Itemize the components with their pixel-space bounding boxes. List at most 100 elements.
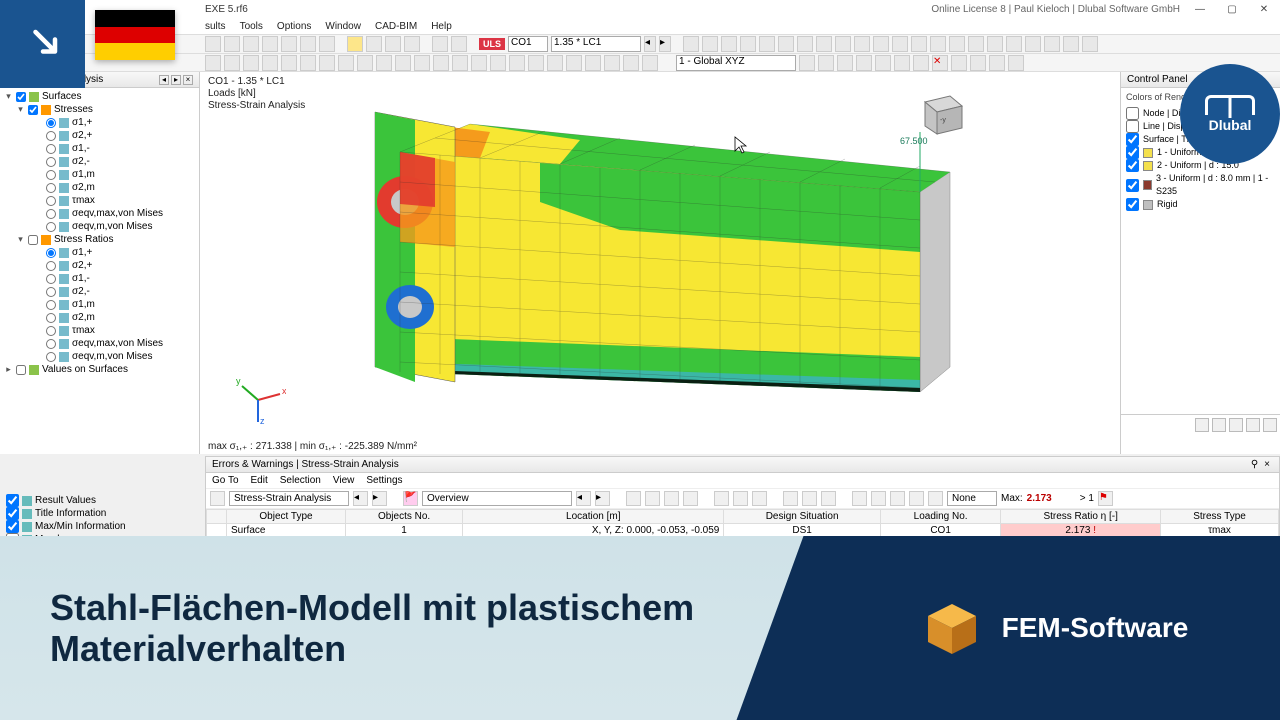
col-location[interactable]: Location [m] [463,510,724,524]
etb-icon[interactable] [664,491,679,506]
errors-menu-edit[interactable]: Edit [251,475,268,486]
tb-icon[interactable] [376,55,392,71]
etb-prev2-icon[interactable]: ◂ [576,491,591,506]
etb-icon[interactable] [852,491,867,506]
tb-icon[interactable] [778,36,794,52]
tb-icon[interactable] [968,36,984,52]
errors-gt-filter[interactable]: > 1 [1080,493,1094,504]
nav-cube-icon[interactable]: -y [910,82,970,142]
tb-icon[interactable] [338,55,354,71]
tb-icon[interactable] [300,36,316,52]
tree-stress-item[interactable]: σ2,- [4,155,195,168]
errors-menu-selection[interactable]: Selection [280,475,321,486]
tb-icon[interactable] [1025,36,1041,52]
tb-icon[interactable] [585,55,601,71]
errors-menu-view[interactable]: View [333,475,355,486]
col-ratio[interactable]: Stress Ratio η [-] [1001,510,1161,524]
tb-icon[interactable] [471,55,487,71]
errors-close-icon[interactable]: × [1261,459,1273,470]
etb-icon[interactable] [909,491,924,506]
radio-stress[interactable] [46,196,56,206]
tb-icon[interactable] [799,55,815,71]
tree-stress-item[interactable]: τmax [4,324,195,337]
tb-icon[interactable] [262,55,278,71]
radio-stress[interactable] [46,209,56,219]
tb-icon[interactable] [357,55,373,71]
tree-stress-ratios[interactable]: Stress Ratios [54,233,113,246]
cp-tb-icon[interactable] [1212,418,1226,432]
tb-icon[interactable] [1044,36,1060,52]
etb-next2-icon[interactable]: ▸ [595,491,610,506]
radio-stress[interactable] [46,313,56,323]
tb-icon[interactable] [385,36,401,52]
tb-icon[interactable] [547,55,563,71]
errors-toolbar[interactable]: Stress-Strain Analysis ◂ ▸ 🚩 Overview ◂ … [206,489,1279,509]
tb-icon[interactable] [1006,36,1022,52]
radio-stress[interactable] [46,222,56,232]
combo-co[interactable]: CO1 [508,36,548,52]
radio-stress[interactable] [46,339,56,349]
radio-stress[interactable] [46,352,56,362]
tb-icon[interactable] [224,55,240,71]
result-tree[interactable]: ▾Surfaces ▾Stresses σ1,+σ2,+σ1,-σ2,-σ1,m… [0,88,199,378]
tb-icon[interactable] [989,55,1005,71]
menu-options[interactable]: Options [277,21,311,32]
maximize-button[interactable]: ▢ [1220,2,1244,16]
tb-icon[interactable] [892,36,908,52]
tb-icon[interactable] [623,55,639,71]
cp-tb-icon[interactable] [1263,418,1277,432]
tb-icon[interactable] [816,36,832,52]
errors-menu-goto[interactable]: Go To [212,475,239,486]
cp-item-chk[interactable] [1126,179,1139,192]
tree-values-surfaces[interactable]: Values on Surfaces [42,363,128,376]
chk-stress-ratios[interactable] [28,235,38,245]
col-obj-no[interactable]: Objects No. [345,510,462,524]
radio-stress[interactable] [46,131,56,141]
combo-lc[interactable]: 1.35 * LC1 [551,36,641,52]
tb-icon[interactable] [224,36,240,52]
tb-icon[interactable] [683,36,699,52]
tb-icon[interactable] [490,55,506,71]
tb-icon[interactable] [509,55,525,71]
tb-icon[interactable] [528,55,544,71]
tb-icon[interactable] [835,36,851,52]
tb-icon[interactable] [875,55,891,71]
tree-stress-item[interactable]: σ1,+ [4,116,195,129]
menu-window[interactable]: Window [325,21,361,32]
radio-stress[interactable] [46,170,56,180]
errors-pin-icon[interactable]: ⚲ [1248,459,1261,470]
tb-icon[interactable] [366,36,382,52]
tree-stress-item[interactable]: σ1,+ [4,246,195,259]
model-viewport[interactable]: CO1 - 1.35 * LC1 Loads [kN] Stress-Strai… [200,72,1120,454]
tb-icon[interactable] [414,55,430,71]
col-obj-type[interactable]: Object Type [227,510,346,524]
cp-chk[interactable] [1126,133,1139,146]
cp-tb-icon[interactable] [1246,418,1260,432]
tree-stress-item[interactable]: σeqv,max,von Mises [4,207,195,220]
tree-stress-item[interactable]: σ1,m [4,168,195,181]
etb-icon[interactable] [890,491,905,506]
menu-cadbim[interactable]: CAD-BIM [375,21,417,32]
radio-stress[interactable] [46,144,56,154]
tb-icon[interactable] [347,36,363,52]
radio-stress[interactable] [46,300,56,310]
radio-stress[interactable] [46,287,56,297]
tb-icon[interactable] [243,55,259,71]
tb-icon[interactable] [451,36,467,52]
etb-icon[interactable] [683,491,698,506]
tb-icon[interactable] [433,55,449,71]
cp-toolbar[interactable] [1121,414,1280,435]
chk-stresses[interactable] [28,105,38,115]
tb-icon[interactable] [281,36,297,52]
etb-prev-icon[interactable]: ◂ [353,491,368,506]
errors-menu[interactable]: Go To Edit Selection View Settings [206,473,1279,489]
tb-icon[interactable] [319,36,335,52]
chk-values-surfaces[interactable] [16,365,26,375]
etb-icon[interactable] [802,491,817,506]
tree-stress-item[interactable]: σ2,m [4,181,195,194]
etb-icon[interactable] [714,491,729,506]
tb-icon[interactable] [740,36,756,52]
minimize-button[interactable]: — [1188,2,1212,16]
tb-icon[interactable] [894,55,910,71]
tree-stress-item[interactable]: σ1,m [4,298,195,311]
